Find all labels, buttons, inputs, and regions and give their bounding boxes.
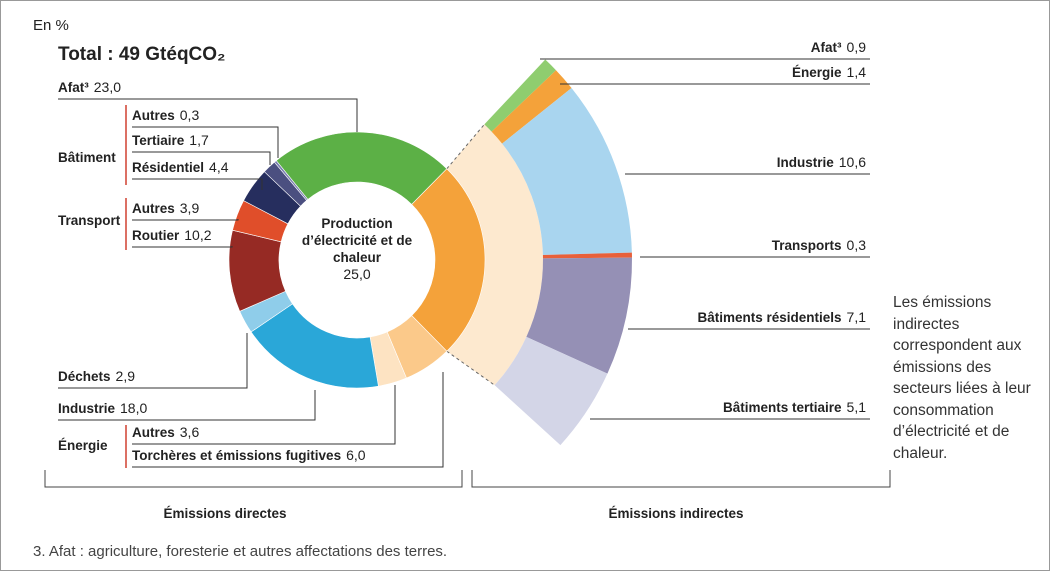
label-value: 10,6 (839, 154, 866, 170)
leader-line (132, 385, 396, 445)
segment-label: Autres 3,9 (132, 200, 199, 216)
label-name: Autres (132, 201, 175, 216)
fan-segment (484, 59, 557, 132)
label-name: Résidentiel (132, 160, 204, 175)
label-name: Tertiaire (132, 133, 185, 148)
footnote: 3. Afat : agriculture, foresterie et aut… (33, 543, 447, 560)
leader-line (132, 246, 233, 248)
segment-label: Afat³ 0,9 (811, 39, 866, 55)
segment-label: Tertiaire 1,7 (132, 132, 209, 148)
group-label: Énergie (58, 438, 108, 453)
chart-title: Total : 49 GtéqCO₂ (58, 44, 226, 65)
label-value: 3,6 (180, 424, 200, 440)
connector-edge (446, 124, 495, 386)
label-value: 6,0 (346, 447, 366, 463)
label-value: 7,1 (847, 309, 867, 325)
segment-label: Déchets 2,9 (58, 368, 135, 384)
leader-line (132, 178, 263, 190)
label-value: 1,4 (847, 64, 867, 80)
segment-label: Industrie 18,0 (58, 400, 147, 416)
note: Les émissions indirectes correspondent a… (893, 294, 1031, 462)
segment-label: Afat³ 23,0 (58, 79, 121, 95)
label-name: Énergie (792, 65, 842, 80)
series-label: Émissions indirectes (608, 506, 743, 521)
label-value: 0,3 (847, 237, 867, 253)
label-name: Torchères et émissions fugitives (132, 448, 341, 463)
label-name: Afat³ (811, 40, 842, 55)
segment-label: Bâtiments tertiaire 5,1 (723, 399, 866, 415)
label-value: 4,4 (209, 159, 229, 175)
donut-segment (411, 168, 486, 352)
label-name: Bâtiments résidentiels (697, 310, 841, 325)
segment-label: Énergie 1,4 (792, 64, 866, 80)
series-label: Émissions directes (163, 506, 286, 521)
fan-segment (494, 336, 608, 446)
label-value: 10,2 (184, 227, 211, 243)
label-value: 5,1 (847, 399, 867, 415)
leader-line (132, 372, 444, 468)
donut-segment (273, 160, 309, 201)
label-name: Routier (132, 228, 180, 243)
center-name: Production d’électricité et de chaleur (301, 216, 413, 265)
fan-segment (491, 70, 572, 144)
label-name: Industrie (777, 155, 834, 170)
label-name: Bâtiments tertiaire (723, 400, 842, 415)
segment-label: Autres 0,3 (132, 107, 199, 123)
segment-label: Torchères et émissions fugitives 6,0 (132, 447, 366, 463)
fan-segment (542, 252, 632, 259)
segment-label: Résidentiel 4,4 (132, 159, 229, 175)
label-name: Transports (772, 238, 842, 253)
segment-label: Routier 10,2 (132, 227, 212, 243)
label-value: 0,9 (847, 39, 867, 55)
label-value: 0,3 (180, 107, 200, 123)
label-name: Industrie (58, 401, 115, 416)
group-label: Bâtiment (58, 150, 116, 165)
label-value: 3,9 (180, 200, 200, 216)
connector (446, 124, 544, 386)
center-label: Production d’électricité et de chaleur 25… (297, 215, 417, 283)
group-label: Transport (58, 213, 121, 228)
leader-line (132, 126, 279, 158)
leader-line (132, 219, 239, 221)
segment-label: Bâtiments résidentiels 7,1 (697, 309, 866, 325)
label-name: Autres (132, 108, 175, 123)
label-name: Déchets (58, 369, 111, 384)
label-value: 18,0 (120, 400, 147, 416)
segment-label: Transports 0,3 (772, 237, 866, 253)
segment-label: Industrie 10,6 (777, 154, 866, 170)
label-name: Afat³ (58, 80, 89, 95)
bracket (44, 470, 891, 488)
center-value: 25,0 (343, 266, 371, 282)
label-name: Autres (132, 425, 175, 440)
segment-label: Autres 3,6 (132, 424, 199, 440)
fan-segment (502, 87, 632, 255)
label-value: 23,0 (94, 79, 121, 95)
leader-line (58, 390, 316, 421)
label-value: 1,7 (189, 132, 209, 148)
leader-line (132, 151, 271, 165)
unit: En % (33, 17, 69, 34)
label-value: 2,9 (116, 368, 136, 384)
leader-line (58, 333, 248, 389)
leader-line (58, 98, 358, 132)
fan-segment (526, 257, 632, 374)
